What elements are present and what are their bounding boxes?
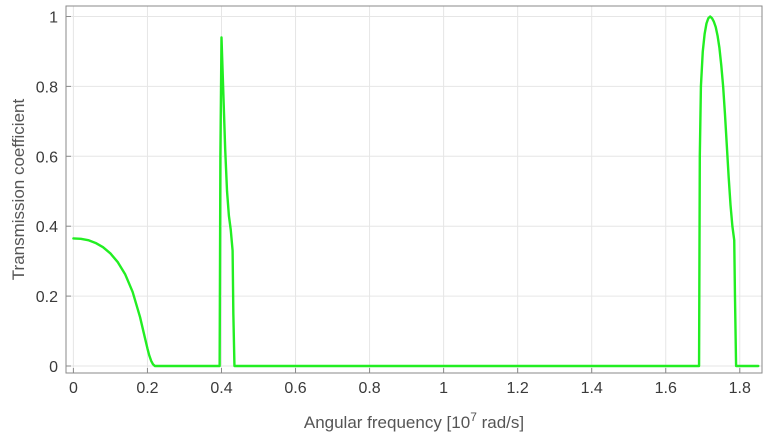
x-tick-label: 1.8 xyxy=(729,380,751,397)
x-tick-labels: 0 0.2 0.4 0.6 0.8 1 1.2 1.4 1.6 1.8 xyxy=(69,380,751,397)
x-tick-label: 1.2 xyxy=(507,380,529,397)
x-tick-label: 0.4 xyxy=(210,380,232,397)
x-tick-label: 0.2 xyxy=(136,380,158,397)
y-tick-label: 0 xyxy=(49,359,58,376)
x-tick-label: 1 xyxy=(439,380,448,397)
plot-frame xyxy=(65,5,763,374)
x-tick-label: 0.8 xyxy=(358,380,380,397)
x-axis-title-suffix: rad/s] xyxy=(477,413,524,432)
x-axis-title-main: Angular frequency [10 xyxy=(304,413,470,432)
x-tick-label: 1.6 xyxy=(655,380,677,397)
x-axis-title-superscript: 7 xyxy=(470,410,477,424)
x-tick-label: 1.4 xyxy=(581,380,603,397)
y-tick-label: 0.2 xyxy=(36,289,58,306)
y-tick-label: 0.4 xyxy=(36,219,58,236)
tick-marks xyxy=(66,15,741,373)
y-tick-labels: 0 0.2 0.4 0.6 0.8 1 xyxy=(36,9,58,376)
grid-lines xyxy=(66,6,762,373)
x-tick-label: 0.6 xyxy=(284,380,306,397)
x-axis-title: Angular frequency [107 rad/s] xyxy=(304,410,524,432)
y-axis-title: Transmission coefficient xyxy=(9,99,28,281)
x-tick-label: 0 xyxy=(69,380,78,397)
y-tick-label: 0.8 xyxy=(36,79,58,96)
y-tick-label: 0.6 xyxy=(36,149,58,166)
transmission-series-line xyxy=(72,15,760,368)
y-tick-label: 1 xyxy=(49,9,58,26)
series-layer xyxy=(72,15,760,368)
